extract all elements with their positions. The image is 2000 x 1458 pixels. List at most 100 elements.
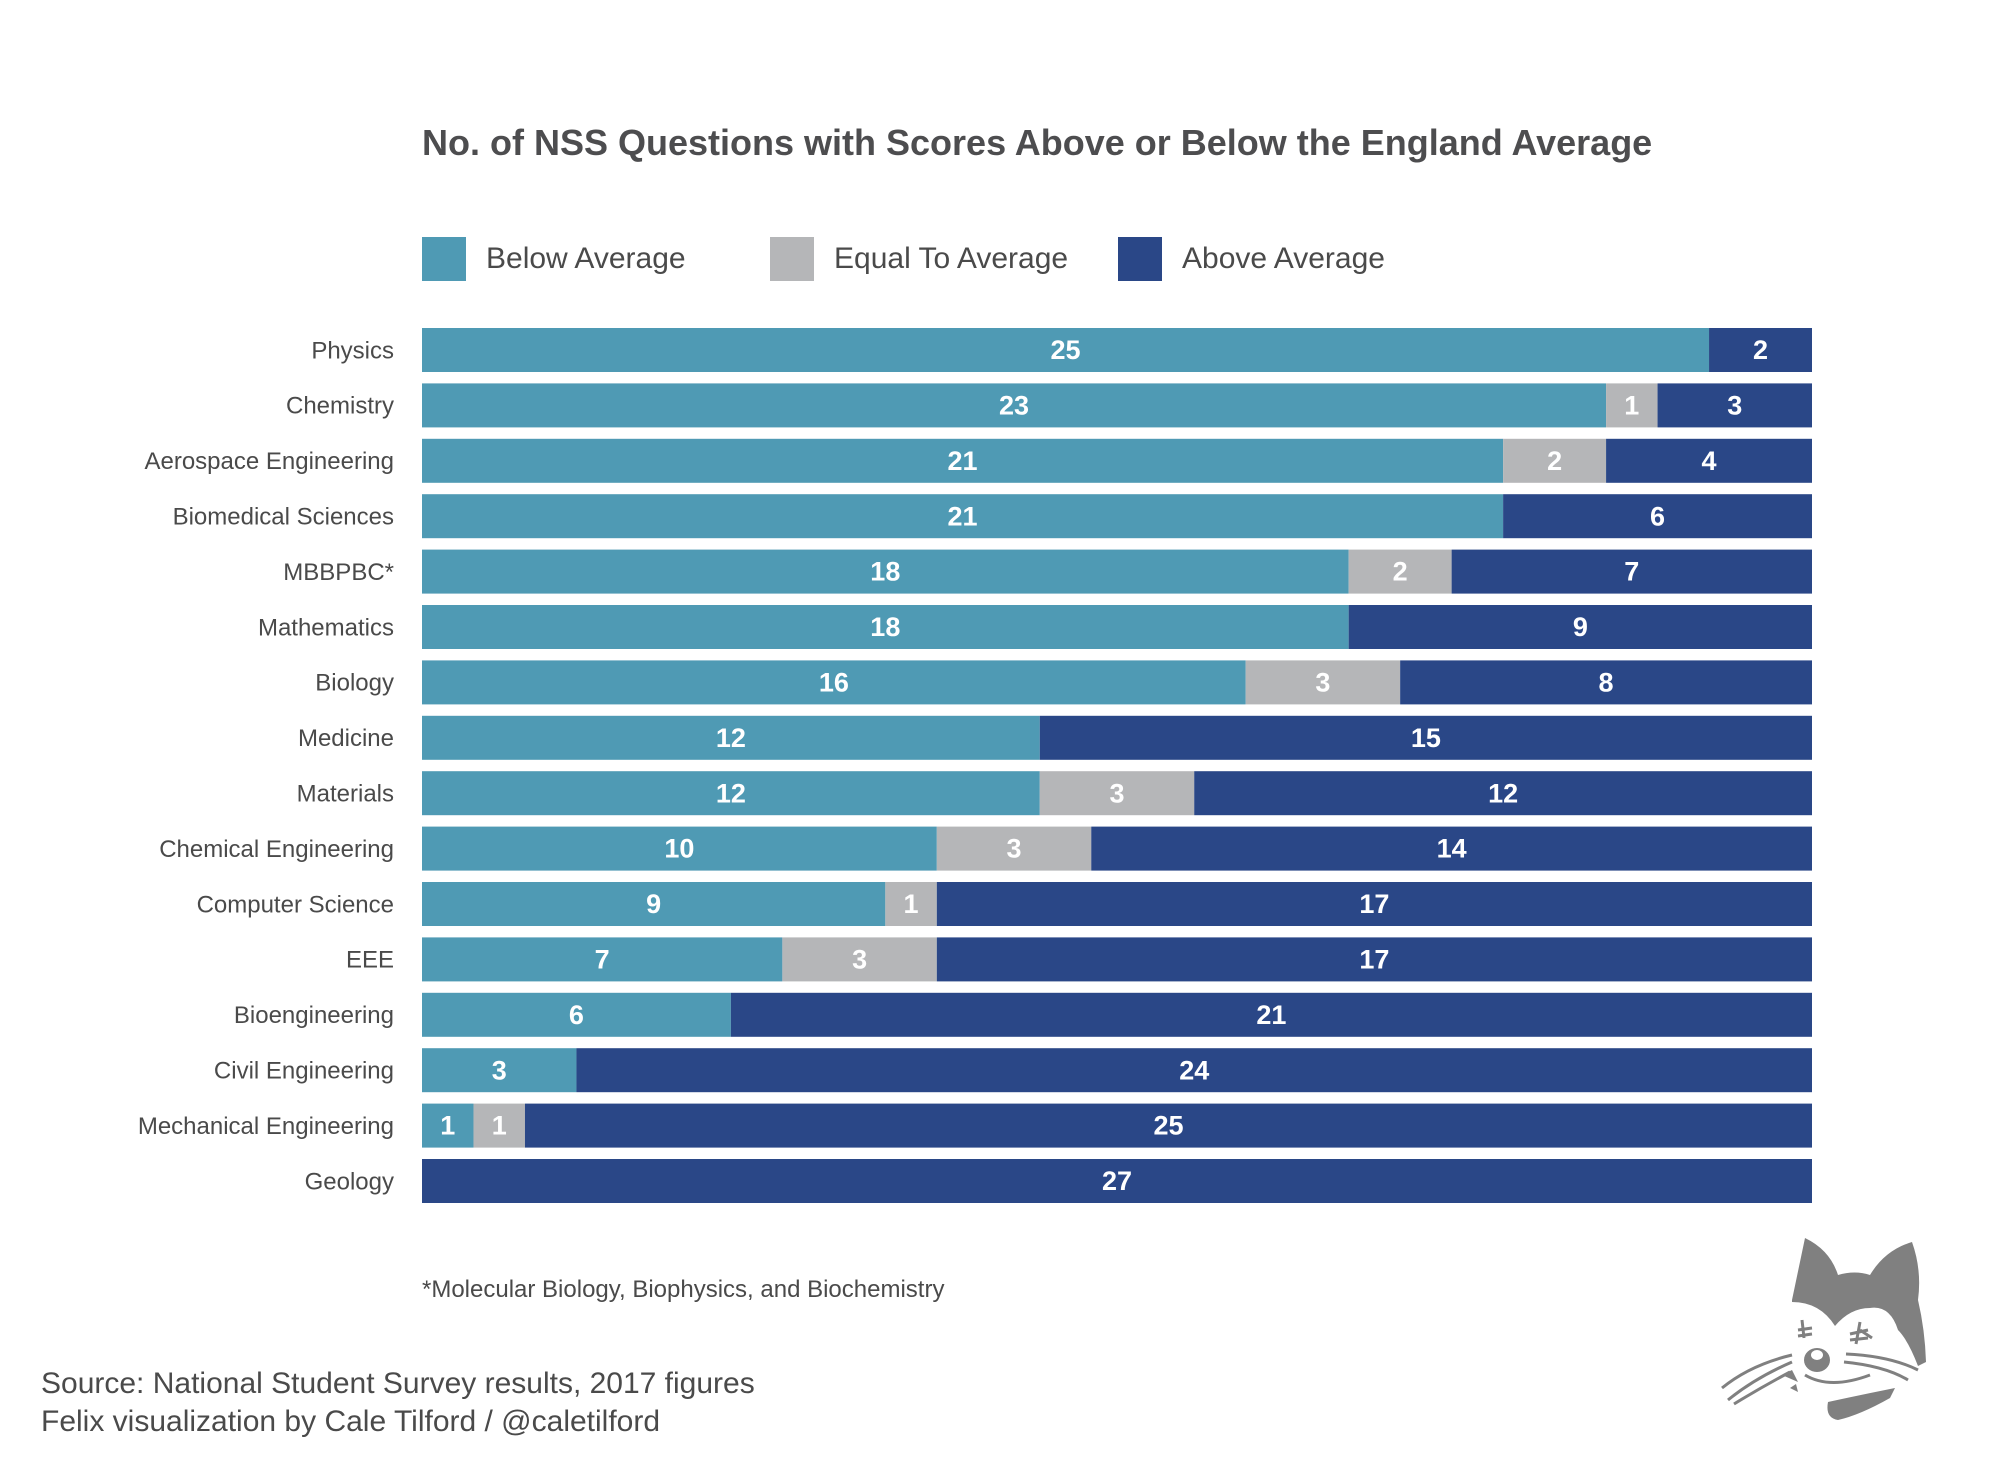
- data-label-above: 17: [1359, 889, 1389, 919]
- source-line-2: Felix visualization by Cale Tilford / @c…: [41, 1405, 661, 1438]
- category-label: Biology: [315, 670, 394, 697]
- legend-swatch-above: [1118, 237, 1162, 281]
- category-label: Bioengineering: [234, 1002, 394, 1029]
- bar-below: [422, 826, 937, 871]
- bar-below: [422, 383, 1607, 428]
- bar-below: [422, 882, 886, 926]
- data-label-above: 25: [1153, 1111, 1183, 1141]
- bar-above: [1709, 328, 1812, 372]
- bar-above: [1348, 605, 1812, 649]
- legend-label-below: Below Average: [486, 242, 686, 275]
- data-label-equal: 1: [1624, 391, 1639, 421]
- data-label-below: 21: [948, 446, 978, 476]
- data-label-below: 25: [1050, 335, 1080, 365]
- cat-icon: [1721, 1238, 1926, 1420]
- legend-swatch-below: [422, 237, 466, 281]
- data-label-above: 12: [1488, 778, 1518, 808]
- data-label-equal: 2: [1393, 557, 1408, 587]
- data-label-equal: 3: [1109, 778, 1124, 808]
- bar-above: [1091, 826, 1812, 871]
- category-label: Materials: [297, 781, 394, 808]
- bar-below: [422, 605, 1349, 649]
- legend-item-above: Above Average: [1118, 237, 1385, 281]
- legend-label-equal: Equal To Average: [834, 242, 1069, 275]
- bar-above: [730, 992, 1812, 1037]
- category-label: Geology: [305, 1168, 394, 1195]
- bar-below: [422, 328, 1710, 372]
- chart-title: No. of NSS Questions with Scores Above o…: [422, 122, 1653, 163]
- data-label-below: 21: [948, 501, 978, 531]
- bar-equal: [473, 1103, 525, 1148]
- legend-swatch-equal: [770, 237, 814, 281]
- bar-equal: [936, 826, 1092, 871]
- category-label: Civil Engineering: [214, 1058, 394, 1085]
- bar-below: [422, 937, 783, 982]
- source-line-1: Source: National Student Survey results,…: [41, 1367, 755, 1400]
- data-label-above: 6: [1650, 501, 1665, 531]
- bar-above: [1400, 660, 1812, 705]
- data-label-equal: 2: [1547, 446, 1562, 476]
- category-label: Chemical Engineering: [159, 836, 394, 863]
- category-label: Aerospace Engineering: [144, 448, 394, 475]
- data-label-below: 10: [664, 834, 694, 864]
- bar-above: [1194, 771, 1812, 816]
- data-label-below: 16: [819, 668, 849, 698]
- data-label-above: 24: [1179, 1055, 1209, 1085]
- data-label-above: 15: [1411, 723, 1441, 753]
- data-label-equal: 3: [1315, 668, 1330, 698]
- data-label-above: 7: [1624, 557, 1639, 587]
- data-label-equal: 3: [852, 945, 867, 975]
- bar-above: [936, 937, 1812, 982]
- legend-item-below: Below Average: [422, 237, 686, 281]
- data-label-above: 3: [1727, 391, 1742, 421]
- bar-below: [422, 1048, 577, 1093]
- data-label-below: 6: [569, 1000, 584, 1030]
- data-label-above: 9: [1573, 612, 1588, 642]
- category-label: Biomedical Sciences: [173, 504, 394, 531]
- data-label-above: 21: [1256, 1000, 1286, 1030]
- category-label: EEE: [346, 947, 394, 974]
- bar-equal: [885, 882, 937, 926]
- category-label: MBBPBC*: [283, 559, 394, 586]
- data-label-below: 12: [716, 778, 746, 808]
- bar-equal: [1245, 660, 1401, 705]
- category-label: Mechanical Engineering: [138, 1113, 394, 1140]
- data-label-above: 4: [1702, 446, 1717, 476]
- data-label-below: 12: [716, 723, 746, 753]
- category-label: Physics: [311, 337, 394, 364]
- category-label: Chemistry: [286, 393, 394, 420]
- bar-equal: [1606, 383, 1658, 428]
- data-label-below: 1: [440, 1111, 455, 1141]
- bar-below: [422, 715, 1040, 760]
- data-label-equal: 1: [904, 889, 919, 919]
- bar-equal: [782, 937, 937, 982]
- bar-above: [1657, 383, 1812, 428]
- data-label-above: 14: [1437, 834, 1467, 864]
- bar-equal: [1348, 549, 1452, 594]
- bar-below: [422, 1103, 474, 1148]
- bar-below: [422, 660, 1246, 705]
- bar-below: [422, 771, 1040, 816]
- data-label-below: 23: [999, 391, 1029, 421]
- bar-above: [576, 1048, 1812, 1093]
- data-label-below: 18: [870, 557, 900, 587]
- bar-above: [1606, 438, 1812, 483]
- bar-equal: [1039, 771, 1195, 816]
- data-label-below: 3: [492, 1055, 507, 1085]
- bar-below: [422, 992, 731, 1037]
- bar-above: [1039, 715, 1812, 760]
- data-label-below: 18: [870, 612, 900, 642]
- bar-above: [422, 1159, 1812, 1203]
- bar-above: [1503, 494, 1812, 539]
- bar-above: [1451, 549, 1812, 594]
- bar-below: [422, 494, 1504, 539]
- bar-below: [422, 438, 1504, 483]
- footnote: *Molecular Biology, Biophysics, and Bioc…: [422, 1276, 945, 1303]
- legend-label-above: Above Average: [1182, 242, 1385, 275]
- bar-equal: [1503, 438, 1607, 483]
- data-label-equal: 1: [492, 1111, 507, 1141]
- data-label-below: 7: [595, 945, 610, 975]
- bar-above: [524, 1103, 1813, 1148]
- category-label: Medicine: [298, 725, 394, 752]
